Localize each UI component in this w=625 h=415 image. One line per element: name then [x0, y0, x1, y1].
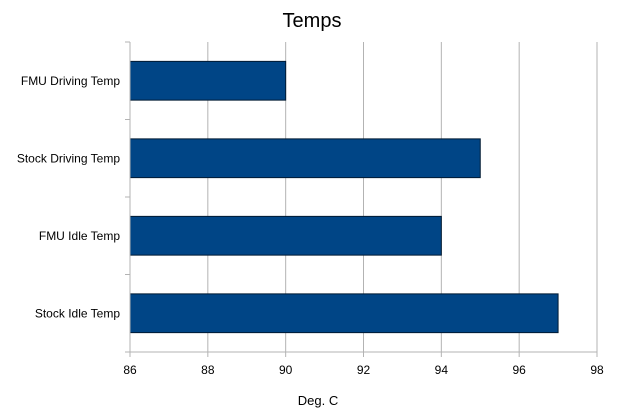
x-tick-label: 98 — [590, 363, 604, 377]
bars — [129, 60, 559, 334]
x-tick-label: 90 — [279, 363, 293, 377]
bar — [129, 138, 481, 179]
axes — [125, 41, 598, 357]
x-tick-label: 94 — [435, 363, 449, 377]
x-axis-label: Deg. C — [298, 393, 338, 408]
x-tick-labels: 86 88 90 92 94 96 98 — [123, 363, 604, 377]
bar — [129, 215, 442, 256]
x-tick-label: 92 — [357, 363, 371, 377]
bar — [129, 60, 287, 101]
category-label: Stock Driving Temp — [17, 151, 120, 165]
chart-title: Temps — [283, 10, 342, 32]
x-tick-label: 86 — [123, 363, 137, 377]
bar — [129, 293, 559, 334]
x-tick-label: 96 — [512, 363, 526, 377]
category-labels: FMU Driving Temp Stock Driving Temp FMU Id… — [17, 74, 120, 321]
category-label: FMU Driving Temp — [21, 74, 120, 88]
category-label: FMU Idle Temp — [39, 229, 120, 243]
category-label: Stock Idle Temp — [35, 306, 120, 320]
x-tick-label: 88 — [201, 363, 215, 377]
